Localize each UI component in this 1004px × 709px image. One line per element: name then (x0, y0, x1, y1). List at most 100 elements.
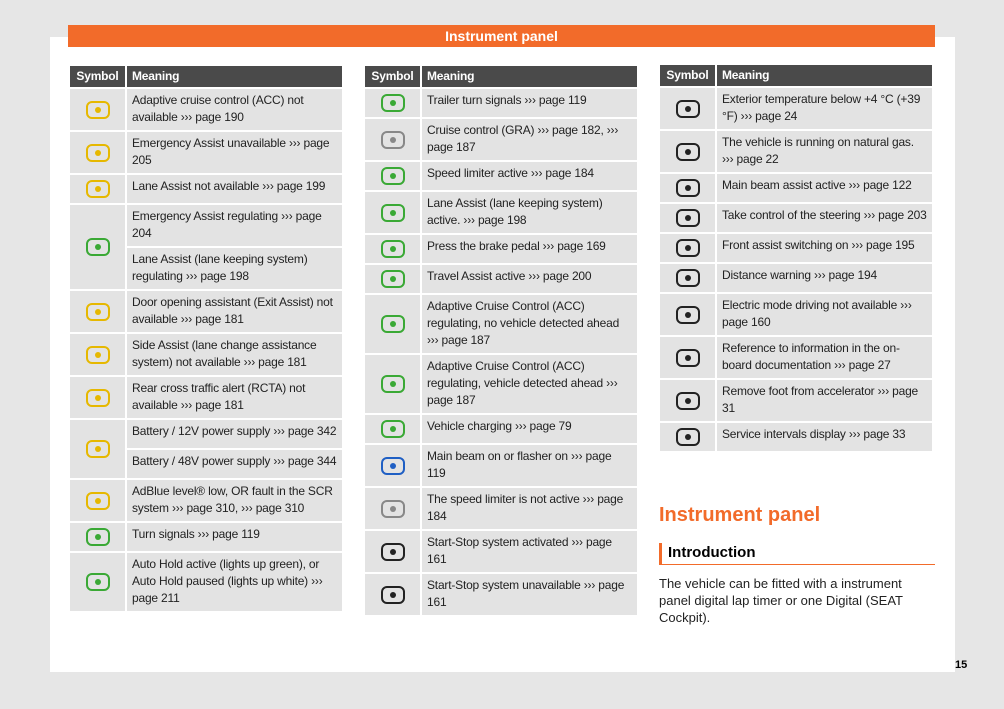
meaning-text: Service intervals display ››› page 33 (717, 423, 932, 451)
table-header: Symbol Meaning (660, 65, 932, 86)
meaning-text: Lane Assist (lane keeping system) active… (422, 192, 637, 233)
header-cell: Meaning (722, 68, 770, 82)
symbol-icon (85, 491, 110, 510)
section-text: The vehicle can be fitted with a instrum… (659, 576, 903, 625)
symbol-cell (660, 423, 717, 451)
symbol-icon (380, 542, 405, 561)
header-cell: Meaning (132, 69, 180, 83)
meaning-text: Lane Assist (lane keeping system) regula… (127, 248, 342, 289)
header-cell: Symbol (365, 66, 422, 87)
table-row: Travel Assist active ››› page 200 (365, 265, 637, 293)
table-row: AdBlue level® low, OR fault in the SCR s… (70, 480, 342, 521)
symbol-cell (660, 337, 717, 378)
meaning-text: Start-Stop system activated ››› page 161 (422, 531, 637, 572)
table-row: Lane Assist (lane keeping system) active… (365, 192, 637, 233)
symbol-icon (675, 239, 700, 257)
symbol-cell (660, 234, 717, 262)
symbol-cell (365, 192, 422, 233)
table-row: Electric mode driving not available ››› … (660, 294, 932, 335)
symbol-icon (675, 142, 700, 161)
table-row: Adaptive Cruise Control (ACC) regulating… (365, 295, 637, 353)
table-row: Press the brake pedal ››› page 169 (365, 235, 637, 263)
meaning-text: Exterior temperature below +4 °C (+39 °F… (717, 88, 932, 129)
meaning-text: Front assist switching on ››› page 195 (717, 234, 932, 262)
meaning-text: Take control of the steering ››› page 20… (717, 204, 932, 232)
meaning-text: Rear cross traffic alert (RCTA) not avai… (127, 377, 342, 418)
meaning-cell: Adaptive Cruise Control (ACC) regulating… (422, 295, 637, 353)
meaning-text: The vehicle is running on natural gas. ›… (717, 131, 932, 172)
symbol-cell (70, 334, 127, 375)
meaning-cell: Service intervals display ››› page 33 (717, 423, 932, 451)
table-row: Trailer turn signals ››› page 119 (365, 89, 637, 117)
header-title: Instrument panel (68, 25, 935, 47)
meaning-cell: AdBlue level® low, OR fault in the SCR s… (127, 480, 342, 521)
meaning-text: Main beam assist active ››› page 122 (717, 174, 932, 202)
symbol-icon (380, 315, 405, 333)
symbol-table: Symbol Meaning Adaptive cruise control (AC… (70, 66, 342, 613)
table-row: Emergency Assist unavailable ››› page 20… (70, 132, 342, 173)
meaning-text: Turn signals ››› page 119 (127, 523, 342, 551)
symbol-cell (70, 553, 127, 611)
meaning-cell: Main beam on or flasher on ››› page 119 (422, 445, 637, 486)
section-subtitle: Introduction (659, 543, 935, 565)
symbol-cell (660, 380, 717, 421)
meaning-cell: Battery / 12V power supply ››› page 342 B… (127, 420, 342, 478)
meaning-cell: Auto Hold active (lights up green), or A… (127, 553, 342, 611)
meaning-text: Cruise control (GRA) ››› page 182, ››› p… (422, 119, 637, 160)
meaning-cell: Main beam assist active ››› page 122 (717, 174, 932, 202)
table-row: Remove foot from accelerator ››› page 31 (660, 380, 932, 421)
meaning-text: Side Assist (lane change assistance syst… (127, 334, 342, 375)
table-row: Take control of the steering ››› page 20… (660, 204, 932, 232)
page-number: 15 (955, 659, 968, 671)
meaning-text: The speed limiter is not active ››› page… (422, 488, 637, 529)
symbol-icon (675, 391, 700, 410)
symbol-table: Symbol Meaning Exterior temperature below … (660, 65, 932, 453)
symbol-cell (660, 174, 717, 202)
meaning-cell: Emergency Assist regulating ››› page 204… (127, 205, 342, 289)
symbol-icon (675, 179, 700, 197)
section-title: Instrument panel (659, 504, 821, 526)
meaning-cell: Take control of the steering ››› page 20… (717, 204, 932, 232)
meaning-cell: Electric mode driving not available ››› … (717, 294, 932, 335)
meaning-text: Auto Hold active (lights up green), or A… (127, 553, 342, 611)
meaning-cell: Front assist switching on ››› page 195 (717, 234, 932, 262)
symbol-icon (380, 499, 405, 518)
table-row: Start-Stop system unavailable ››› page 1… (365, 574, 637, 615)
symbol-icon (85, 302, 110, 321)
meaning-text: Adaptive Cruise Control (ACC) regulating… (422, 355, 637, 413)
symbol-cell (660, 294, 717, 335)
symbol-icon (85, 528, 110, 546)
symbol-icon (675, 348, 700, 367)
symbol-cell (660, 131, 717, 172)
symbol-icon (85, 440, 110, 458)
meaning-text: Reference to information in the on-board… (717, 337, 932, 378)
meaning-text: Speed limiter active ››› page 184 (422, 162, 637, 190)
table-row: Speed limiter active ››› page 184 (365, 162, 637, 190)
symbol-icon (380, 585, 405, 604)
symbol-icon (380, 167, 405, 185)
symbol-cell (365, 415, 422, 443)
meaning-text: Main beam on or flasher on ››› page 119 (422, 445, 637, 486)
header-cell: Symbol (70, 66, 127, 87)
meaning-cell: Turn signals ››› page 119 (127, 523, 342, 551)
meaning-cell: Lane Assist (lane keeping system) active… (422, 192, 637, 233)
meaning-cell: Adaptive Cruise Control (ACC) regulating… (422, 355, 637, 413)
symbol-cell (365, 531, 422, 572)
symbol-cell (70, 523, 127, 551)
meaning-text: Electric mode driving not available ››› … (717, 294, 932, 335)
table-row: Front assist switching on ››› page 195 (660, 234, 932, 262)
meaning-text: Battery / 12V power supply ››› page 342 (127, 420, 342, 448)
meaning-text: Door opening assistant (Exit Assist) not… (127, 291, 342, 332)
meaning-cell: Remove foot from accelerator ››› page 31 (717, 380, 932, 421)
symbol-cell (365, 574, 422, 615)
symbol-icon (675, 269, 700, 287)
symbol-icon (85, 180, 110, 198)
symbol-icon (85, 573, 110, 591)
symbol-cell (365, 265, 422, 293)
table-header: Symbol Meaning (70, 66, 342, 87)
symbol-icon (85, 100, 110, 119)
table-row: Auto Hold active (lights up green), or A… (70, 553, 342, 611)
symbol-icon (675, 428, 700, 446)
meaning-cell: Vehicle charging ››› page 79 (422, 415, 637, 443)
table-row: Vehicle charging ››› page 79 (365, 415, 637, 443)
